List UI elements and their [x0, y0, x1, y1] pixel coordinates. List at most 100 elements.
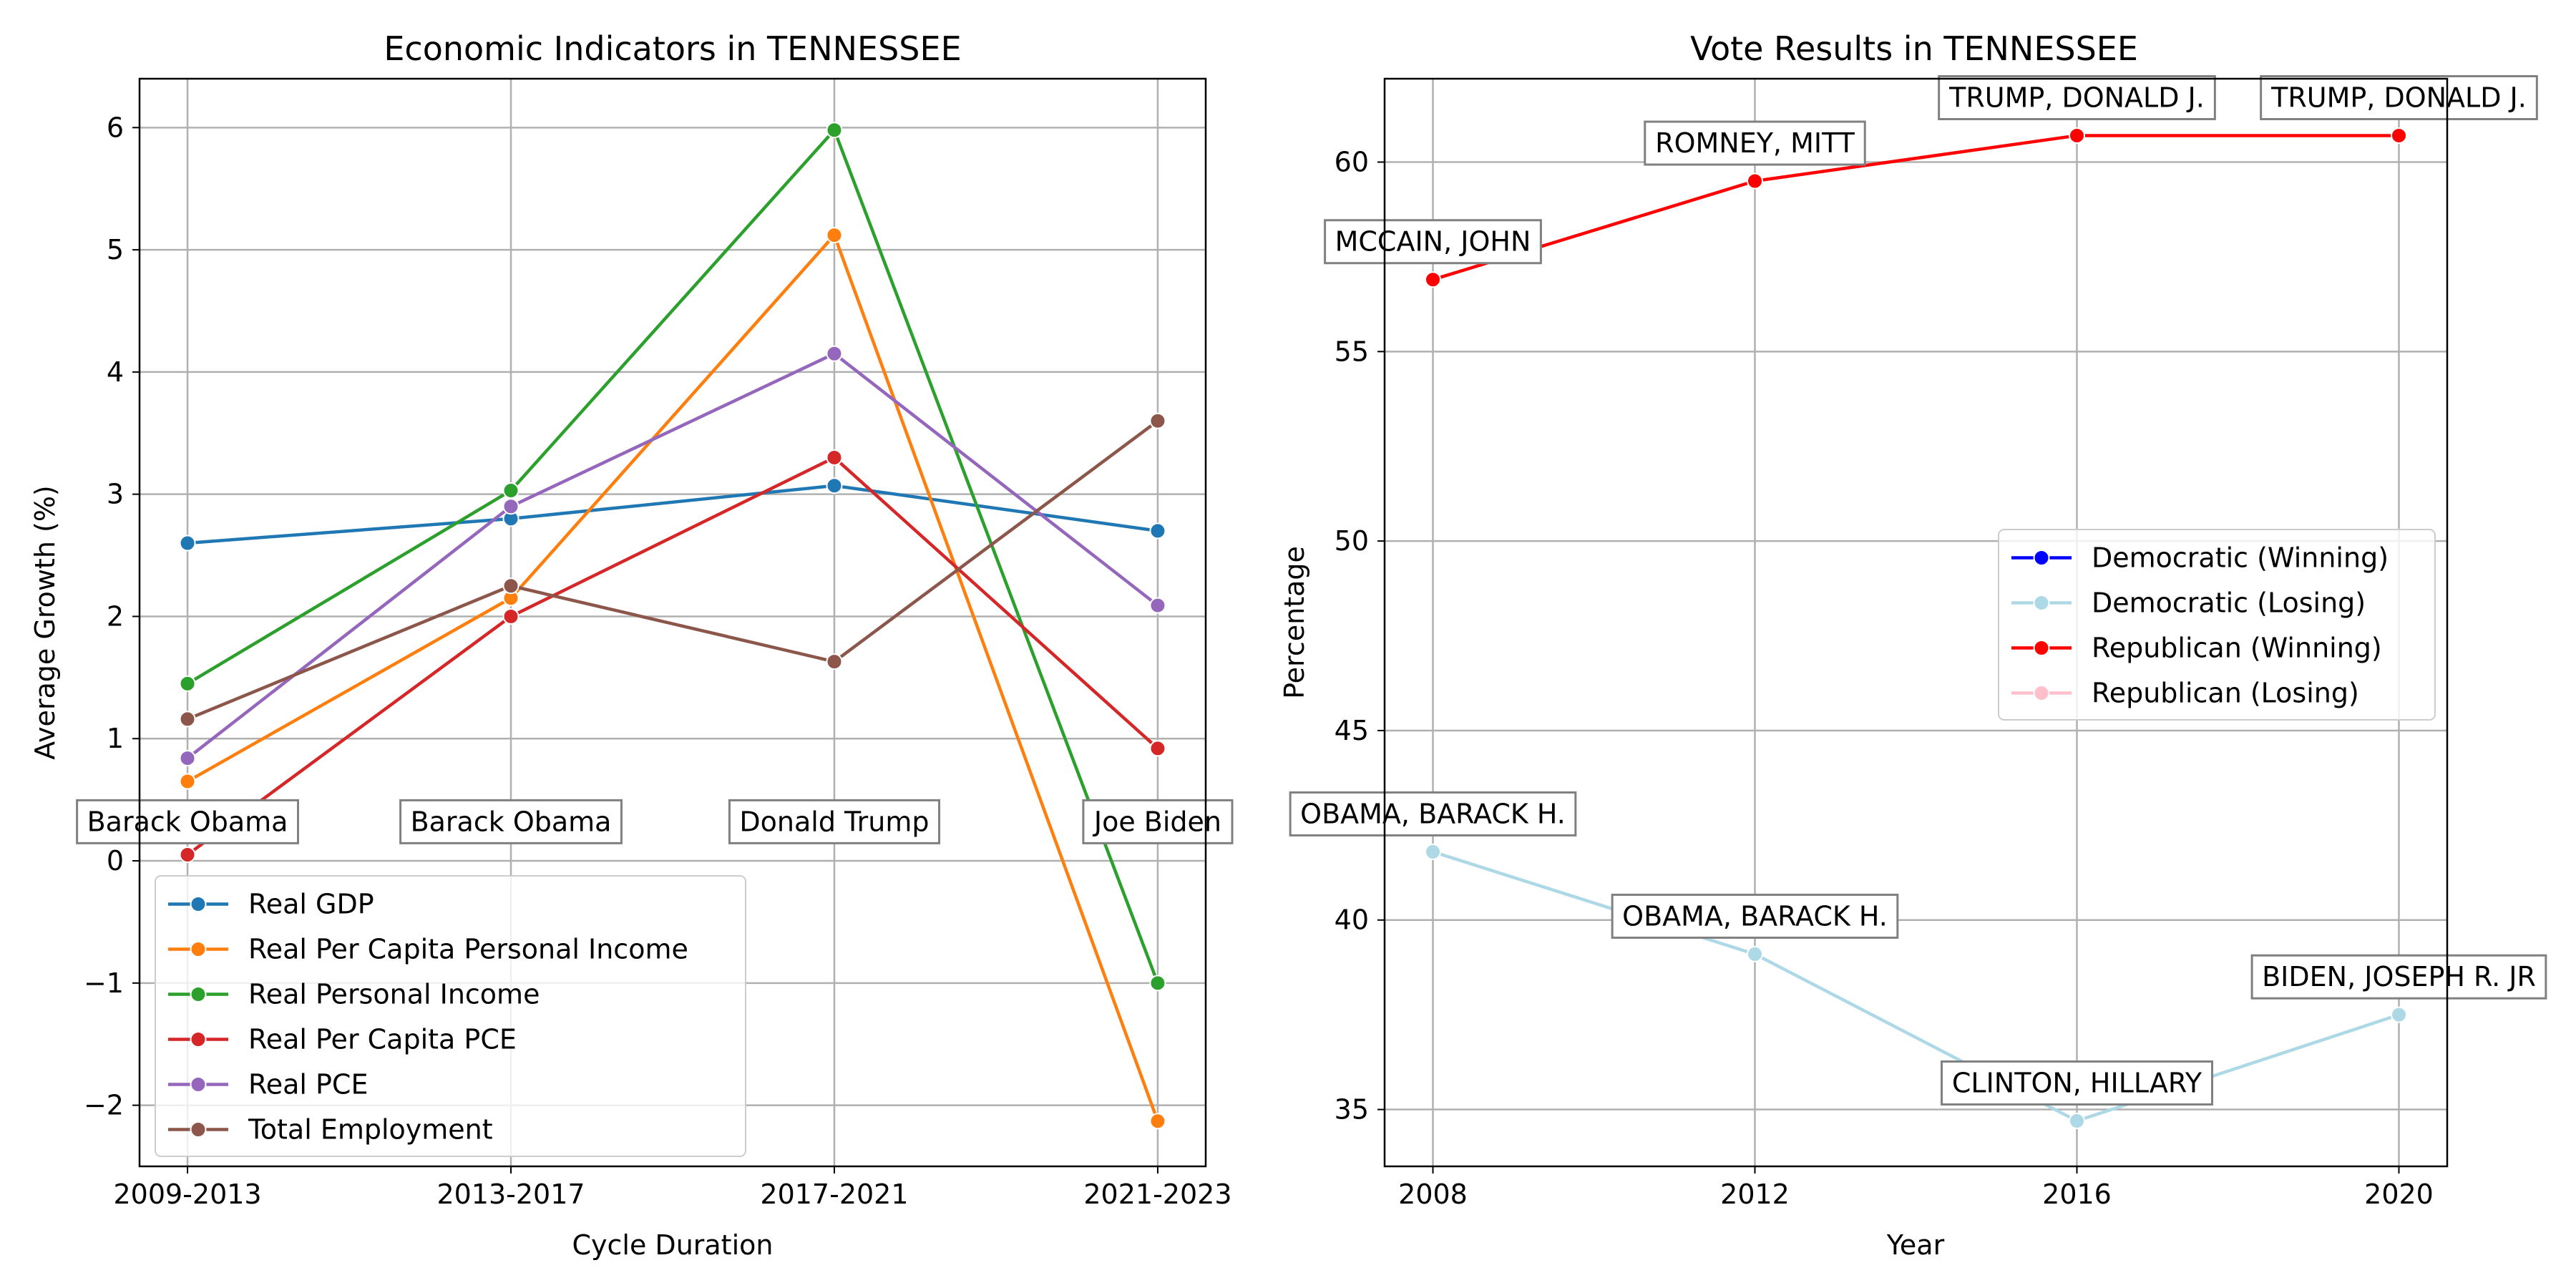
legend-swatch-marker	[190, 1031, 207, 1048]
y-tick-label: 2	[107, 600, 124, 632]
annotation-label-group: MCCAIN, JOHN	[1324, 219, 1542, 265]
data-point	[2391, 127, 2407, 144]
annotation-label: TRUMP, DONALD J.	[2270, 82, 2527, 113]
data-point	[1425, 843, 1441, 860]
data-point	[179, 535, 196, 552]
economic-chart-title: Economic Indicators in TENNESSEE	[384, 29, 961, 68]
x-tick-label: 2008	[1398, 1179, 1468, 1210]
data-point	[502, 482, 519, 499]
y-tick-label: 35	[1335, 1094, 1369, 1126]
annotation-label-group: TRUMP, DONALD J.	[2260, 74, 2538, 120]
series-line-2	[186, 127, 1160, 984]
legend-frame	[1998, 529, 2436, 721]
y-tick-label: 3	[107, 479, 124, 510]
economic-legend: Real GDP Real Per Capita Personal Income R…	[155, 875, 746, 1157]
x-tick-label: 2020	[2364, 1179, 2434, 1210]
legend-label: Real Per Capita PCE	[248, 1024, 517, 1055]
legend-swatch-marker	[190, 941, 207, 957]
data-point	[179, 846, 196, 863]
x-tick-label: 2021-2023	[1083, 1179, 1231, 1210]
annotation-label: TRUMP, DONALD J.	[1948, 82, 2205, 113]
vote-series	[1425, 127, 2407, 1129]
legend-label: Democratic (Winning)	[2092, 542, 2389, 574]
legend-label: Democratic (Losing)	[2092, 587, 2366, 619]
economic-ticks: 2009-2013 2013-2017 2017-2021 2021-2023 −2 −1…	[84, 112, 1232, 1210]
vote-ticks: 2008 2012 2016 2020 35 40 45 50 55 60	[1335, 147, 2434, 1210]
vote-results-chart: Vote Results in TENNESSEE MCCAIN, JOHN RO…	[1279, 29, 2547, 1261]
legend-swatch-marker	[2033, 595, 2050, 611]
legend-swatch-marker	[2033, 550, 2050, 566]
legend-label: Total Employment	[248, 1114, 493, 1146]
data-point	[826, 122, 843, 139]
annotation-label: OBAMA, BARACK H.	[1300, 798, 1566, 829]
annotation-label: Donald Trump	[739, 806, 929, 837]
data-point	[2069, 127, 2085, 144]
legend-label: Real PCE	[248, 1069, 368, 1101]
annotation-label: Barack Obama	[87, 806, 288, 837]
annotation-label-group: OBAMA, BARACK H.	[1611, 893, 1899, 939]
vote-chart-title: Vote Results in TENNESSEE	[1690, 29, 2138, 68]
annotation-label-group: TRUMP, DONALD J.	[1938, 74, 2216, 120]
y-tick-label: −2	[84, 1090, 124, 1121]
data-point	[179, 675, 196, 692]
data-point	[179, 711, 196, 728]
data-point	[1149, 1113, 1166, 1130]
data-point	[1149, 975, 1166, 992]
annotation-label: BIDEN, JOSEPH R. JR	[2262, 961, 2536, 992]
vote-y-axis-label: Percentage	[1279, 546, 1310, 699]
annotation-label: MCCAIN, JOHN	[1335, 226, 1531, 258]
economic-plot-frame	[138, 77, 1207, 1168]
y-tick-label: 55	[1335, 336, 1369, 367]
legend-label: Real GDP	[248, 889, 374, 920]
x-tick-label: 2017-2021	[760, 1179, 908, 1210]
y-tick-label: 6	[107, 112, 124, 143]
y-tick-label: −1	[84, 967, 124, 999]
annotation-label: ROMNEY, MITT	[1655, 127, 1855, 159]
legend-label: Real Per Capita Personal Income	[248, 934, 688, 965]
y-tick-label: 5	[107, 234, 124, 265]
y-tick-label: 60	[1335, 147, 1369, 178]
data-point	[1149, 522, 1166, 540]
series-line-1	[186, 232, 1160, 1122]
y-tick-label: 50	[1335, 525, 1369, 557]
legend-swatch-marker	[190, 986, 207, 1002]
annotation-label: CLINTON, HILLARY	[1952, 1067, 2202, 1098]
series-line-1	[1432, 850, 2400, 1123]
annotation-label-box	[1082, 799, 1234, 844]
data-point	[502, 577, 519, 595]
data-point	[826, 345, 843, 362]
data-point	[502, 498, 519, 515]
legend-swatch-marker	[2033, 640, 2050, 656]
economic-series	[179, 122, 1166, 1130]
y-tick-label: 1	[107, 723, 124, 754]
data-point	[179, 750, 196, 767]
economic-annotations: Barack Obama Barack Obama Donald Trump Joe …	[76, 799, 1234, 844]
vote-legend: Democratic (Winning) Democratic (Losing) R…	[1998, 529, 2436, 721]
annotation-label-group: BIDEN, JOSEPH R. JR	[2250, 954, 2547, 1000]
annotation-label-box	[1940, 1060, 2214, 1106]
legend-swatch-marker	[2033, 685, 2050, 701]
legend-swatch-marker	[190, 1076, 207, 1093]
annotation-label-box	[399, 799, 623, 844]
annotation-label-group: CLINTON, HILLARY	[1940, 1060, 2214, 1106]
series-line-5	[187, 419, 1159, 721]
data-point	[826, 227, 843, 244]
data-point	[826, 477, 843, 494]
economic-x-axis-label: Cycle Duration	[572, 1229, 774, 1261]
series-line-4	[186, 351, 1159, 760]
annotation-label-group: Barack Obama	[76, 799, 299, 844]
economic-indicators-chart: Economic Indicators in TENNESSEE Barack …	[29, 29, 1234, 1261]
annotation-label-group: ROMNEY, MITT	[1644, 120, 1866, 166]
y-tick-label: 4	[107, 356, 124, 388]
annotation-label-box	[1289, 791, 1577, 836]
vote-x-axis-label: Year	[1886, 1229, 1945, 1261]
annotation-label-box	[2260, 74, 2538, 120]
series-line-0	[1432, 134, 2399, 281]
series-line-0	[187, 484, 1158, 545]
data-point	[2391, 1006, 2407, 1023]
annotation-label-group: OBAMA, BARACK H.	[1289, 791, 1577, 836]
annotation-label: Barack Obama	[411, 806, 612, 837]
y-tick-label: 40	[1335, 904, 1369, 936]
data-point	[826, 449, 843, 466]
